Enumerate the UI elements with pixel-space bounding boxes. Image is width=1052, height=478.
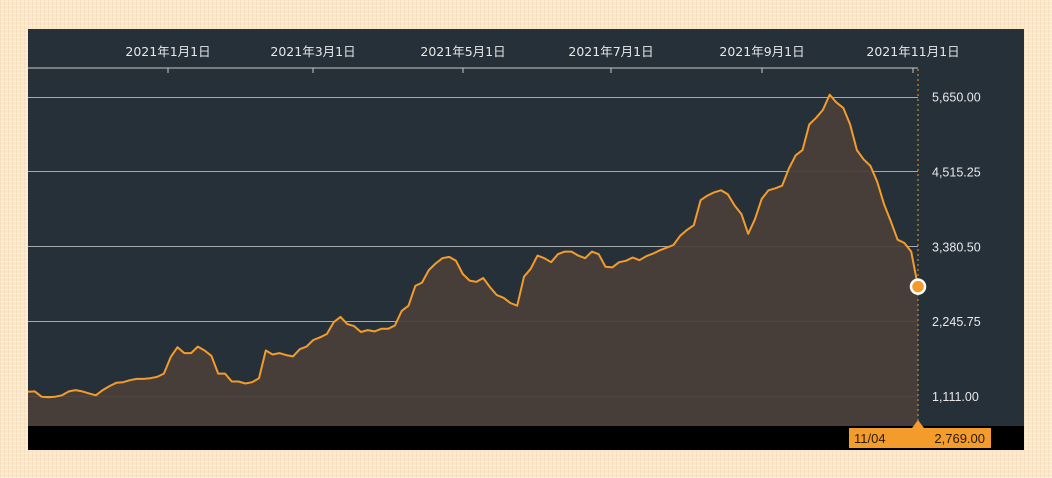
x-tick-label: 2021年1月1日 <box>125 44 210 59</box>
x-tick-label: 2021年11月1日 <box>866 44 959 59</box>
chart-frame: 2021年1月1日 2021年3月1日 2021年5月1日 2021年7月1日 2021… <box>28 29 1024 450</box>
price-area <box>28 94 918 426</box>
price-chart: 2021年1月1日 2021年3月1日 2021年5月1日 2021年7月1日 2021… <box>28 29 1024 450</box>
x-tick-label: 2021年7月1日 <box>568 44 653 59</box>
last-value-label: 2,769.00 <box>934 431 985 446</box>
badge-background <box>849 428 991 448</box>
badge-arrow <box>912 420 924 428</box>
y-tick-label: 5,650.00 <box>932 91 981 105</box>
x-tick-label: 2021年9月1日 <box>719 44 804 59</box>
x-axis-ticks: 2021年1月1日 2021年3月1日 2021年5月1日 2021年7月1日 2021… <box>125 44 960 73</box>
y-tick-label: 1,111.00 <box>932 390 979 404</box>
last-value-badge: 11/04 2,769.00 <box>849 420 991 448</box>
price-line <box>28 93 919 399</box>
y-tick-label: 4,515.25 <box>932 165 981 179</box>
last-date-label: 11/04 <box>854 431 886 446</box>
x-tick-label: 2021年3月1日 <box>270 44 355 59</box>
y-axis-ticks: 1,111.00 2,245.75 3,380.50 4,515.25 5,650.00 <box>932 91 981 404</box>
last-point-marker[interactable] <box>909 278 927 295</box>
x-tick-label: 2021年5月1日 <box>420 44 505 59</box>
y-tick-label: 3,380.50 <box>932 240 981 254</box>
y-tick-label: 2,245.75 <box>932 315 981 329</box>
